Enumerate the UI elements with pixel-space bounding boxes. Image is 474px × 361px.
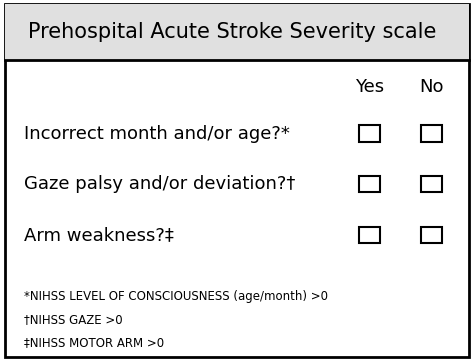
Text: †NIHSS GAZE >0: †NIHSS GAZE >0 bbox=[24, 313, 122, 326]
Text: *NIHSS LEVEL OF CONSCIOUSNESS (age/month) >0: *NIHSS LEVEL OF CONSCIOUSNESS (age/month… bbox=[24, 290, 328, 303]
Bar bbox=[359, 227, 380, 243]
Text: Incorrect month and/or age?*: Incorrect month and/or age?* bbox=[24, 125, 290, 143]
Bar bbox=[421, 176, 442, 192]
Text: Arm weakness?‡: Arm weakness?‡ bbox=[24, 226, 173, 244]
Text: Yes: Yes bbox=[355, 78, 384, 96]
Bar bbox=[359, 176, 380, 192]
Text: No: No bbox=[419, 78, 444, 96]
Bar bbox=[359, 125, 380, 142]
FancyBboxPatch shape bbox=[5, 4, 469, 60]
Bar bbox=[421, 125, 442, 142]
Bar bbox=[421, 227, 442, 243]
Text: Gaze palsy and/or deviation?†: Gaze palsy and/or deviation?† bbox=[24, 175, 295, 193]
Text: Prehospital Acute Stroke Severity scale: Prehospital Acute Stroke Severity scale bbox=[28, 22, 437, 42]
Text: ‡NIHSS MOTOR ARM >0: ‡NIHSS MOTOR ARM >0 bbox=[24, 336, 164, 349]
FancyBboxPatch shape bbox=[5, 4, 469, 357]
